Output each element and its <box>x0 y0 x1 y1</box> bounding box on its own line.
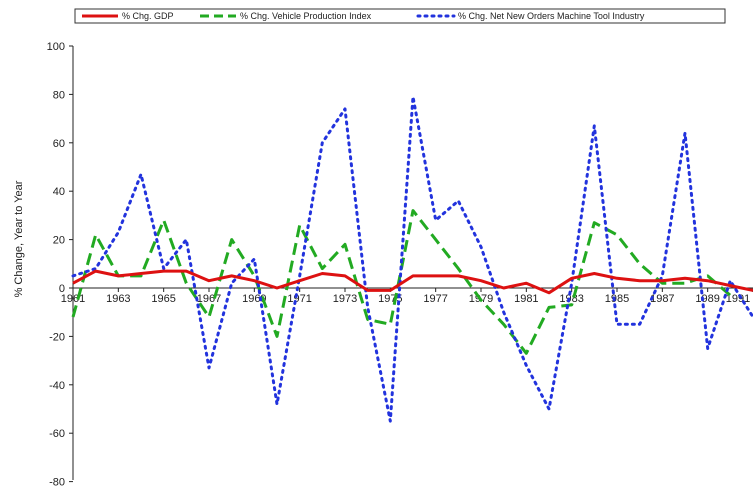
x-ticks: 1961 1963 1965 1967 1969 1971 1973 1975 1977 1979… <box>61 288 753 305</box>
series-line-machine-tool <box>71 95 753 423</box>
y-tick-label: -60 <box>49 428 65 440</box>
legend-label-gdp: % Chg. GDP <box>122 11 174 21</box>
y-tick-label: 60 <box>53 138 65 150</box>
x-tick-label: 1977 <box>423 293 447 305</box>
x-tick-label: 1961 <box>61 293 85 305</box>
x-tick-label: 1973 <box>333 293 357 305</box>
legend: % Chg. GDP % Chg. Vehicle Production Ind… <box>74 8 726 24</box>
y-tick-label: -40 <box>49 380 65 392</box>
x-tick-label: 1989 <box>695 293 719 305</box>
x-tick-label: 1985 <box>605 293 629 305</box>
y-ticks: 100 80 60 40 20 0 -20 -40 -60 -80 <box>47 41 73 489</box>
y-tick-label: 80 <box>53 89 65 101</box>
y-tick-label: -80 <box>49 477 65 489</box>
legend-box <box>74 8 726 24</box>
x-tick-label: 1971 <box>287 293 311 305</box>
y-axis-title: % Change, Year to Year <box>13 180 25 297</box>
x-tick-label: 1987 <box>650 293 674 305</box>
x-tick-label: 1965 <box>151 293 175 305</box>
x-tick-label: 1963 <box>106 293 130 305</box>
y-tick-label: 40 <box>53 186 65 198</box>
legend-label-vehicle: % Chg. Vehicle Production Index <box>240 11 372 21</box>
x-tick-label: 1969 <box>242 293 266 305</box>
legend-label-machine-tool: % Chg. Net New Orders Machine Tool Indus… <box>458 11 645 21</box>
y-tick-label: 0 <box>59 283 65 295</box>
y-tick-label: -20 <box>49 331 65 343</box>
x-tick-label: 1981 <box>514 293 538 305</box>
series-lines <box>71 95 753 423</box>
x-tick-label: 1983 <box>559 293 583 305</box>
y-tick-label: 100 <box>47 41 65 53</box>
y-tick-label: 20 <box>53 235 65 247</box>
